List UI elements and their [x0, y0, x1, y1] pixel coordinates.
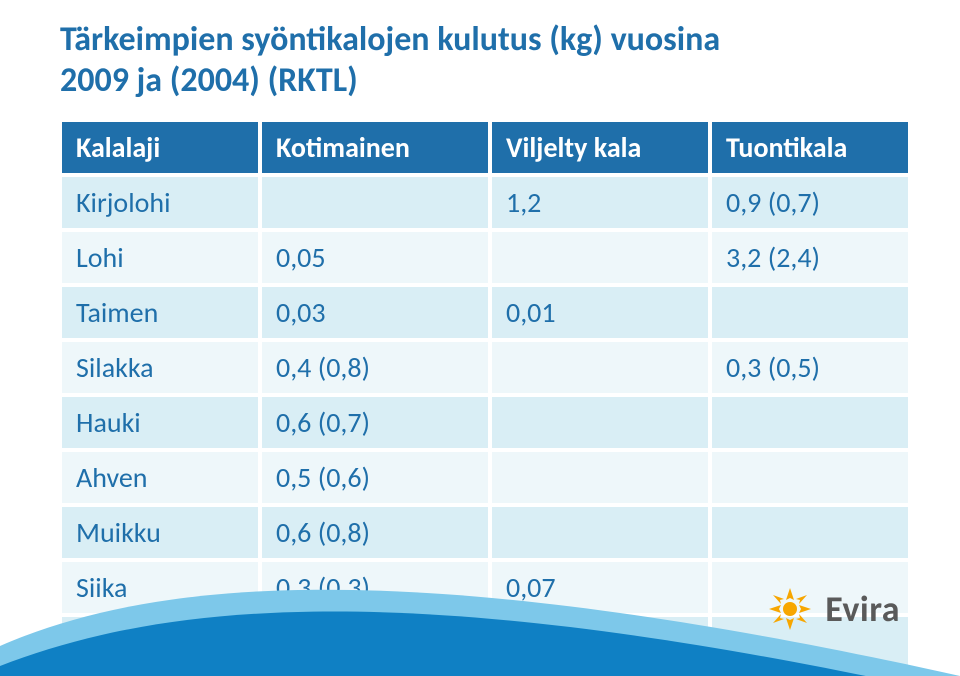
cell: 0,3 (0,3) [260, 615, 490, 670]
cell [490, 340, 710, 395]
cell: 0,05 [260, 230, 490, 285]
row-label: Muikku [60, 505, 260, 560]
cell [490, 450, 710, 505]
col-header: Kotimainen [260, 120, 490, 175]
cell: 0,3 (0,3) [260, 560, 490, 615]
cell: 0,01 [490, 285, 710, 340]
cell: 0,4 (0,8) [260, 340, 490, 395]
row-label: Silakka [60, 340, 260, 395]
cell: 0,5 (0,6) [260, 450, 490, 505]
page-title: Tärkeimpien syöntikalojen kulutus (kg) v… [60, 20, 900, 102]
cell: 0,6 (0,7) [260, 395, 490, 450]
cell [490, 505, 710, 560]
slide: Tärkeimpien syöntikalojen kulutus (kg) v… [0, 0, 960, 676]
cell [710, 285, 910, 340]
cell: 0,3 (0,5) [710, 340, 910, 395]
cell [710, 395, 910, 450]
cell: 0,9 (0,7) [710, 175, 910, 230]
row-label: Hauki [60, 395, 260, 450]
cell [490, 395, 710, 450]
row-label: Siika [60, 560, 260, 615]
cell: 0,07 [490, 560, 710, 615]
cell: 3,2 (2,4) [710, 230, 910, 285]
cell: 0,6 (0,8) [260, 505, 490, 560]
cell [260, 175, 490, 230]
sun-icon [763, 582, 817, 636]
table-row: Ahven 0,5 (0,6) [60, 450, 910, 505]
col-header: Kalalaji [60, 120, 260, 175]
table-row: Muikku 0,6 (0,8) [60, 505, 910, 560]
cell [490, 230, 710, 285]
table-row: Kirjolohi 1,2 0,9 (0,7) [60, 175, 910, 230]
cell: 0,03 [260, 285, 490, 340]
row-label: Kirjolohi [60, 175, 260, 230]
table-row: Taimen 0,03 0,01 [60, 285, 910, 340]
col-header: Tuontikala [710, 120, 910, 175]
table-row: Hauki 0,6 (0,7) [60, 395, 910, 450]
logo-text: Evira [825, 587, 900, 631]
table-row: Lohi 0,05 3,2 (2,4) [60, 230, 910, 285]
cell [490, 615, 710, 670]
row-label: Taimen [60, 285, 260, 340]
table-header-row: Kalalaji Kotimainen Viljelty kala Tuonti… [60, 120, 910, 175]
table-row: Silakka 0,4 (0,8) 0,3 (0,5) [60, 340, 910, 395]
row-label: Lohi [60, 230, 260, 285]
row-label: Kuha [60, 615, 260, 670]
title-line-2: 2009 ja (2004) (RKTL) [60, 60, 358, 101]
evira-logo: Evira [763, 582, 900, 636]
row-label: Ahven [60, 450, 260, 505]
col-header: Viljelty kala [490, 120, 710, 175]
title-line-1: Tärkeimpien syöntikalojen kulutus (kg) v… [60, 19, 720, 60]
cell [710, 450, 910, 505]
cell [710, 505, 910, 560]
cell: 1,2 [490, 175, 710, 230]
